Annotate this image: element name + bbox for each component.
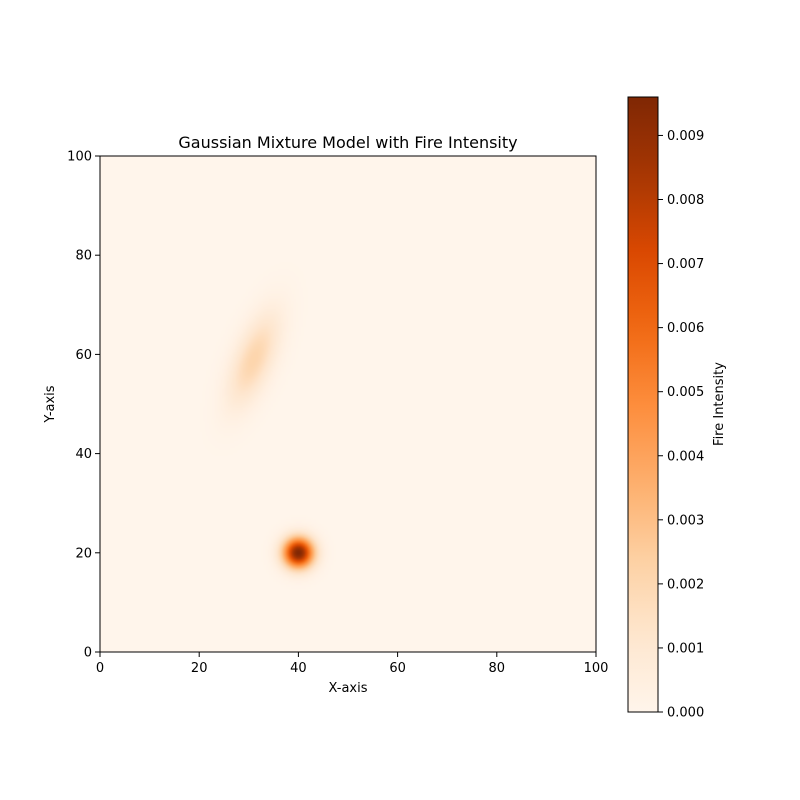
y-axis-label: Y-axis bbox=[43, 385, 58, 423]
x-axis-label: X-axis bbox=[329, 681, 368, 696]
x-tick-label: 60 bbox=[389, 661, 406, 676]
colorbar-label: Fire Intensity bbox=[712, 362, 727, 446]
y-tick-label: 40 bbox=[75, 447, 92, 462]
colorbar-tick-label: 0.009 bbox=[667, 129, 704, 144]
colorbar-tick-label: 0.000 bbox=[667, 706, 704, 721]
x-tick-label: 0 bbox=[96, 661, 104, 676]
colorbar-tick-label: 0.008 bbox=[667, 193, 704, 208]
plot-area bbox=[99, 155, 597, 653]
colorbar: 0.000 0.001 0.002 0.003 0.004 0.005 0.006 0.007… bbox=[627, 96, 727, 721]
heatmap-raster bbox=[100, 156, 596, 652]
x-tick-label: 40 bbox=[290, 661, 307, 676]
colorbar-frame bbox=[627, 96, 659, 713]
x-axis-ticks: 0 20 40 60 80 100 bbox=[96, 652, 609, 676]
plot-frame bbox=[99, 155, 597, 653]
colorbar-tick-label: 0.004 bbox=[667, 449, 704, 464]
y-tick-label: 20 bbox=[75, 546, 92, 561]
chart-title: Gaussian Mixture Model with Fire Intensi… bbox=[178, 133, 517, 152]
colorbar-tick-label: 0.003 bbox=[667, 513, 704, 528]
colorbar-tick-label: 0.005 bbox=[667, 385, 704, 400]
y-tick-label: 100 bbox=[67, 150, 92, 165]
colorbar-ticks: 0.000 0.001 0.002 0.003 0.004 0.005 0.006 0.007… bbox=[658, 129, 704, 721]
y-tick-label: 0 bbox=[84, 646, 92, 661]
colorbar-gradient bbox=[628, 97, 658, 712]
x-tick-label: 80 bbox=[489, 661, 506, 676]
heatmap-image bbox=[100, 156, 596, 652]
colorbar-tick-label: 0.001 bbox=[667, 641, 704, 656]
colorbar-tick-label: 0.006 bbox=[667, 321, 704, 336]
colorbar-tick-label: 0.007 bbox=[667, 257, 704, 272]
y-axis-ticks: 0 20 40 60 80 100 bbox=[67, 150, 100, 661]
colorbar-tick-label: 0.002 bbox=[667, 577, 704, 592]
y-tick-label: 60 bbox=[75, 348, 92, 363]
x-tick-label: 20 bbox=[191, 661, 208, 676]
y-tick-label: 80 bbox=[75, 249, 92, 264]
x-tick-label: 100 bbox=[584, 661, 609, 676]
